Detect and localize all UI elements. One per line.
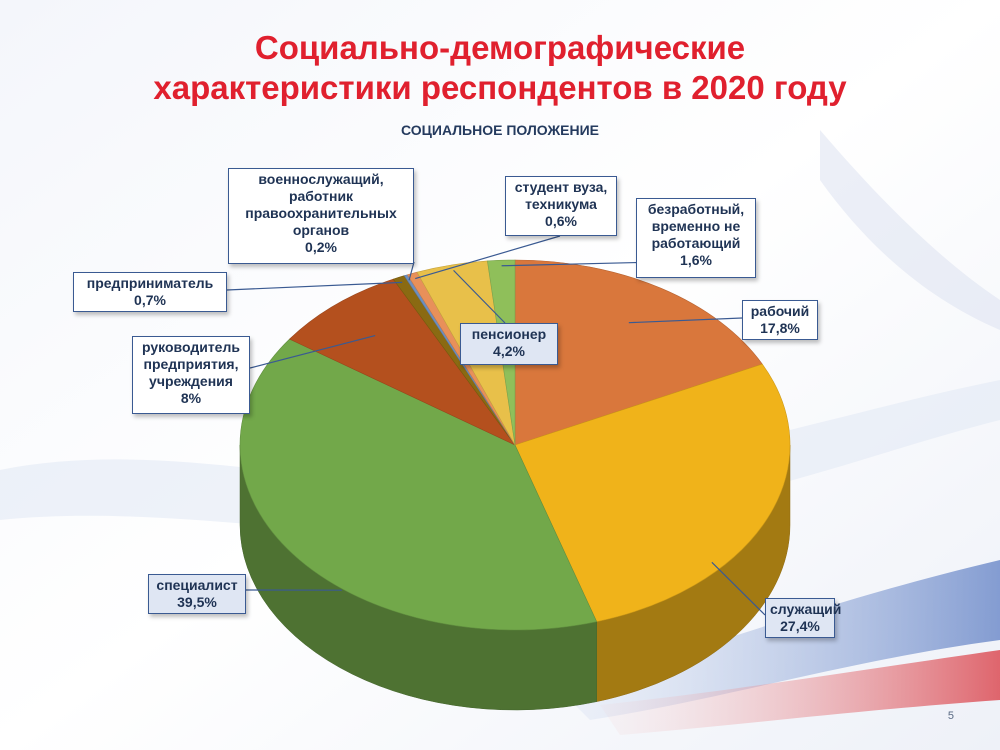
callout-0: рабочий 17,8% <box>742 300 818 340</box>
data-label-text: студент вуза, <box>514 179 608 195</box>
leader-line-3 <box>249 334 376 369</box>
data-label-text: техникума <box>525 196 597 212</box>
data-label-text: правоохранительных <box>245 205 397 221</box>
data-label-value: 4,2% <box>493 343 525 359</box>
data-label-value: 0,6% <box>545 213 577 229</box>
leader-line-7 <box>453 269 506 324</box>
data-label-text: работник <box>288 188 354 204</box>
callout-leader-lines <box>226 235 766 616</box>
data-label-value: 8% <box>180 390 202 406</box>
callout-2: специалист 39,5% <box>148 574 246 614</box>
callout-3: руководитель предприятия, учреждения 8% <box>132 336 250 414</box>
chart-title: СОЦИАЛЬНОЕ ПОЛОЖЕНИЕ <box>401 122 599 138</box>
pie-slice-3 <box>288 278 516 446</box>
leader-line-1 <box>711 561 766 616</box>
leader-line-6 <box>415 235 561 280</box>
slide-title: Социально-демографические характеристики… <box>0 28 1000 108</box>
pie-slice-1 <box>514 363 791 622</box>
leader-line-8 <box>501 261 661 267</box>
slide-title-line-1: Социально-демографические <box>254 29 746 66</box>
data-label-value: 0,7% <box>134 292 166 308</box>
data-label-text: специалист <box>156 577 238 593</box>
callout-6: студент вуза, техникума 0,6% <box>505 176 617 236</box>
data-label-value: 1,6% <box>680 252 712 268</box>
leader-line-4 <box>226 281 403 291</box>
callout-7: пенсионер 4,2% <box>460 323 558 365</box>
data-label-text: служащий <box>770 601 842 617</box>
data-label-text: рабочий <box>750 303 810 319</box>
callout-8: безработный, временно не работающий 1,6% <box>636 198 756 278</box>
data-label-text: предприниматель <box>86 275 214 291</box>
data-label-text: руководитель <box>142 339 240 355</box>
data-label-text: военнослужащий, <box>258 171 384 187</box>
callout-1: служащий 27,4% <box>765 598 842 638</box>
page-number: 5 <box>947 710 954 722</box>
callout-5: военнослужащий, работник правоохранительны… <box>228 168 414 264</box>
data-label-text: безработный, <box>647 201 745 217</box>
decor-wave-blue <box>560 560 1000 720</box>
data-label-value: 17,8% <box>760 320 800 336</box>
data-label-text: пенсионер <box>471 326 547 342</box>
pie-slices <box>239 259 791 631</box>
data-label-text: предприятия, <box>143 356 239 372</box>
data-label-text: работающий <box>651 235 741 251</box>
data-label-text: органов <box>292 222 350 238</box>
data-label-text: учреждения <box>149 373 233 389</box>
data-label-value: 39,5% <box>177 594 217 610</box>
callout-4: предприниматель 0,7% <box>73 272 227 312</box>
decor-wave-red <box>600 650 1000 735</box>
slide-title-line-2: характеристики респондентов в 2020 году <box>153 69 847 106</box>
leader-line-0 <box>628 317 743 324</box>
data-label-value: 27,4% <box>780 618 820 634</box>
data-label-value: 0,2% <box>305 239 337 255</box>
data-label-text: временно не <box>651 218 741 234</box>
leader-line-5 <box>408 261 415 281</box>
pie-slice-0 <box>514 259 763 446</box>
decor-wave-top <box>820 130 1000 330</box>
